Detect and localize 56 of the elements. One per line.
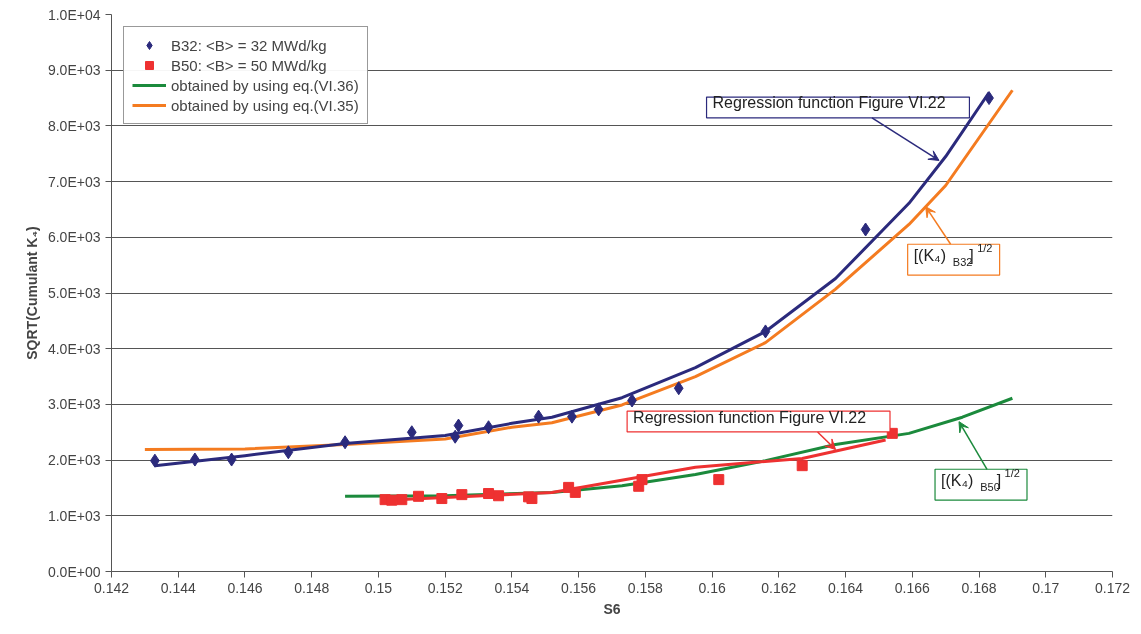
point [226, 452, 237, 467]
x-tick-label: 0.16 [698, 579, 726, 596]
annotation: Regression function Figure VI.22 [712, 94, 946, 112]
y-tick-label: 0.0E+00 [47, 563, 101, 580]
x-axis-title: S6 [603, 600, 621, 617]
x-tick-label: 0.154 [494, 579, 530, 596]
x-tick-label: 0.166 [894, 579, 931, 596]
point [713, 474, 725, 486]
x-tick-label: 0.17 [1032, 579, 1060, 596]
annotation: Regression function Figure VI.22 [633, 408, 867, 426]
y-tick-label: 6.0E+03 [47, 229, 101, 246]
point [412, 490, 424, 502]
x-tick-label: 0.168 [961, 579, 997, 596]
point [760, 324, 771, 339]
x-tick-label: 0.162 [761, 579, 797, 596]
y-axis-title: SQRT(Cumulant K₄) [23, 226, 40, 360]
point [569, 486, 581, 498]
point [483, 420, 494, 435]
x-tick-label: 0.158 [627, 579, 664, 596]
point [673, 381, 684, 396]
legend-label: B32: <B> = 32 MWd/kg [171, 36, 327, 54]
y-tick-label: 8.0E+03 [47, 117, 101, 134]
x-tick-label: 0.152 [427, 579, 463, 596]
point [396, 494, 408, 506]
point [533, 409, 544, 424]
point [456, 489, 468, 501]
y-tick-label: 3.0E+03 [47, 396, 101, 413]
x-tick-label: 0.172 [1094, 579, 1131, 596]
point [636, 474, 648, 486]
x-tick-label: 0.144 [160, 579, 196, 596]
point [860, 222, 871, 237]
y-tick-label: 7.0E+03 [47, 173, 101, 190]
x-tick-label: 0.15 [364, 579, 393, 596]
point [593, 402, 604, 417]
legend-label: obtained by using eq.(VI.35) [171, 96, 359, 114]
x-tick-label: 0.156 [561, 579, 597, 596]
y-tick-label: 1.0E+03 [47, 507, 101, 524]
x-tick-label: 0.164 [828, 579, 864, 596]
point [450, 429, 461, 444]
y-tick-label: 1.0E+04 [47, 6, 101, 23]
point [453, 418, 464, 433]
x-tick-label: 0.148 [294, 579, 330, 596]
y-tick-label: 9.0E+03 [47, 62, 101, 79]
x-tick-label: 0.142 [93, 579, 130, 596]
y-tick-label: 4.0E+03 [47, 340, 101, 357]
point [493, 490, 505, 502]
point [436, 493, 448, 505]
point [386, 494, 398, 506]
point [483, 488, 495, 500]
legend-label: obtained by using eq.(VI.36) [171, 76, 359, 94]
point [796, 460, 808, 472]
legend-label: B50: <B> = 50 MWd/kg [171, 56, 327, 74]
y-tick-label: 2.0E+03 [47, 452, 101, 469]
point [283, 445, 294, 460]
y-tick-label: 5.0E+03 [47, 285, 101, 301]
x-tick-label: 0.146 [227, 579, 263, 596]
